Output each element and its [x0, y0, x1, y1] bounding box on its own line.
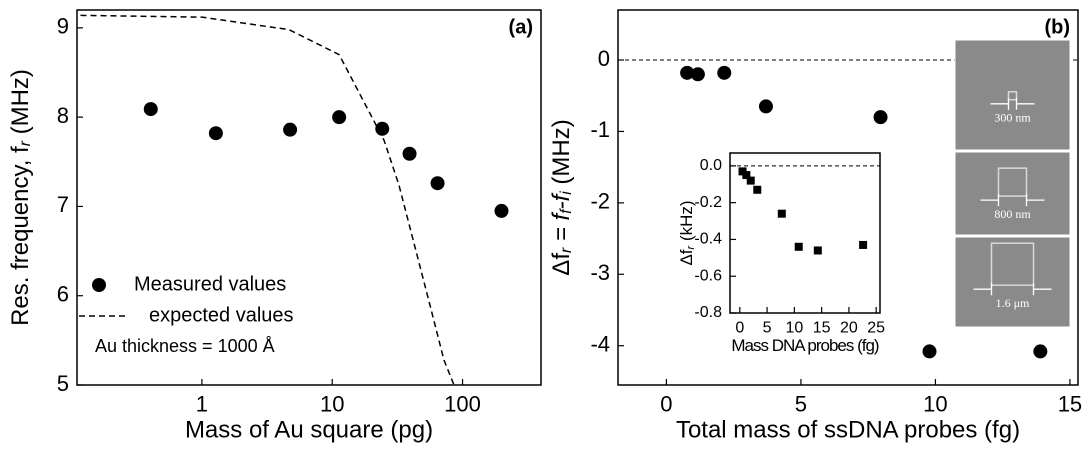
y-axis-label-part: = f	[548, 211, 575, 247]
y-axis-label-subscript: r	[558, 247, 575, 253]
y-axis-label-part: (kHz)	[677, 200, 696, 245]
x-tick-label: 10	[320, 392, 344, 417]
data-point	[777, 209, 786, 218]
y-axis-label: Res. frequency, fr (MHz)	[7, 69, 34, 326]
data-point	[922, 344, 937, 359]
y-axis-label-subscript: r	[685, 244, 697, 249]
x-tick-label: 5	[763, 319, 772, 336]
legend-swatch	[92, 278, 106, 292]
y-tick-label: 0	[598, 46, 610, 71]
x-tick-label: 15	[813, 319, 831, 336]
y-tick-label: 5	[57, 371, 69, 396]
y-tick-label: -0.8	[694, 304, 722, 321]
data-point	[680, 65, 695, 80]
y-axis-label-part: Δf	[677, 249, 696, 265]
data-point	[859, 240, 868, 249]
y-axis-label: Δfr = ff-fi (MHz)	[548, 119, 575, 275]
data-point	[430, 176, 445, 191]
y-axis-label-subscript: f	[558, 208, 575, 214]
sem-scale-label: 800 nm	[994, 207, 1031, 221]
data-point	[402, 146, 417, 161]
x-tick-label: 25	[867, 319, 885, 336]
data-point	[746, 176, 755, 185]
sem-feature	[990, 242, 1035, 286]
y-axis-label-part: -f	[548, 192, 575, 209]
sem-image	[954, 151, 1071, 236]
y-axis-label-subscript: i	[558, 191, 575, 195]
data-point	[494, 203, 509, 218]
x-tick-label: 15	[1058, 392, 1082, 417]
inset-background	[675, 143, 885, 363]
y-axis-label-part: (MHz)	[548, 119, 575, 191]
y-tick-label: -1	[590, 117, 610, 142]
data-point	[208, 126, 223, 141]
x-tick-label: 0	[660, 392, 672, 417]
data-point	[332, 110, 347, 125]
y-tick-label: 9	[57, 14, 69, 39]
data-point	[717, 65, 732, 80]
data-point	[283, 122, 298, 137]
expected-line	[80, 14, 455, 386]
data-point	[753, 185, 762, 194]
scale-arrows	[980, 194, 1045, 207]
data-point	[813, 246, 822, 255]
x-axis-label: Mass DNA probes (fg)	[731, 336, 879, 355]
data-point	[873, 110, 888, 125]
data-point	[758, 99, 773, 114]
sem-feature	[1007, 91, 1018, 101]
y-tick-label: -4	[590, 332, 610, 357]
x-axis-label: Total mass of ssDNA probes (fg)	[676, 417, 1020, 444]
x-tick-label: 100	[444, 392, 481, 417]
sem-scale-label: 1.6 μm	[996, 296, 1030, 310]
panel-label: (b)	[1044, 16, 1070, 38]
y-axis-label-part: Res. frequency, f	[7, 146, 34, 326]
y-tick-label: -3	[590, 260, 610, 285]
legend-label: expected values	[149, 304, 294, 326]
panel-label: (a)	[509, 16, 533, 38]
y-tick-label: 8	[57, 103, 69, 128]
y-tick-label: -0.4	[694, 231, 722, 248]
data-point	[690, 67, 705, 82]
plot-frame	[617, 9, 1079, 386]
sem-feature	[997, 167, 1028, 197]
y-axis-label-part: Δf	[548, 253, 575, 276]
y-axis-label-part: (MHz)	[7, 69, 34, 141]
y-tick-label: 7	[57, 192, 69, 217]
data-point	[794, 242, 803, 251]
data-point	[1033, 344, 1048, 359]
y-axis-label: Δfr (kHz)	[677, 200, 696, 265]
plot-frame	[76, 9, 542, 386]
x-tick-label: 20	[840, 319, 858, 336]
y-tick-label: -2	[590, 189, 610, 214]
y-tick-label: 0.0	[700, 157, 722, 174]
x-axis-label: Mass of Au square (pg)	[185, 417, 433, 444]
scale-arrows	[990, 97, 1035, 110]
x-tick-label: 0	[735, 319, 744, 336]
sem-scale-label: 300 nm	[994, 111, 1031, 125]
data-point	[742, 171, 751, 180]
y-tick-label: -0.6	[694, 267, 722, 284]
sem-image	[954, 39, 1071, 151]
plot-frame	[729, 152, 881, 314]
data-point	[375, 121, 390, 136]
annotation: Au thickness = 1000 Å	[95, 336, 275, 356]
legend-label: Measured values	[134, 273, 286, 295]
x-tick-label: 10	[785, 319, 803, 336]
y-axis-label-subscript: r	[17, 140, 34, 146]
scale-arrows	[973, 283, 1052, 296]
x-tick-label: 5	[795, 392, 807, 417]
y-tick-label: 6	[57, 282, 69, 307]
data-point	[143, 102, 158, 117]
y-tick-label: -0.2	[694, 194, 722, 211]
sem-image	[954, 236, 1071, 328]
x-tick-label: 10	[923, 392, 947, 417]
x-tick-label: 1	[196, 392, 208, 417]
